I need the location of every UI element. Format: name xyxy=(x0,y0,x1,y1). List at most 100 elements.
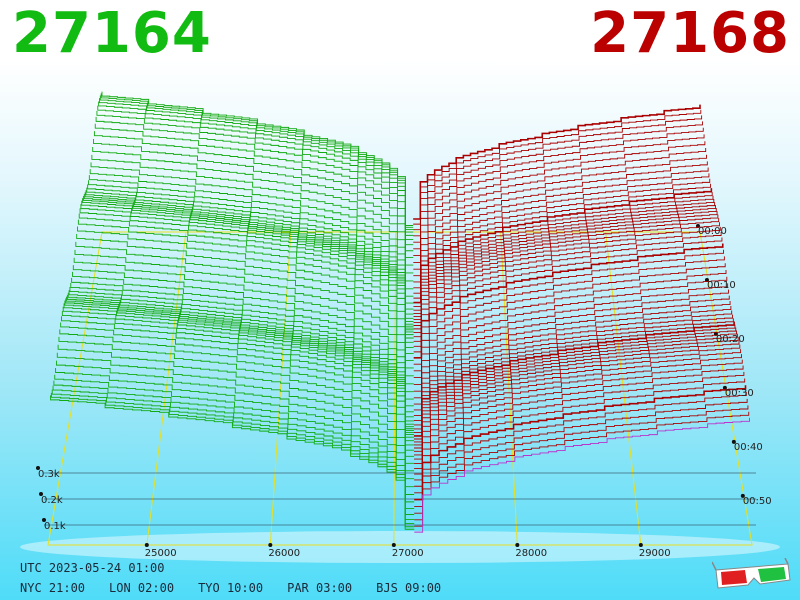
time-tick-marker xyxy=(704,277,709,282)
ask-depth-line xyxy=(413,205,716,320)
price-gridline xyxy=(146,231,187,546)
ask-price: 27168 xyxy=(590,1,790,66)
ask-depth-line xyxy=(414,371,745,487)
ask-depth-line xyxy=(413,222,720,338)
x-tick-label: 28000 xyxy=(515,548,547,559)
ask-depth-line xyxy=(414,417,751,533)
ask-depth-line xyxy=(413,134,705,250)
ask-depth-line xyxy=(413,314,733,430)
bid-depth-line xyxy=(89,169,414,304)
zone-nyc: NYC 21:00 xyxy=(20,581,86,595)
ask-depth-line xyxy=(414,333,738,449)
ask-depth-line xyxy=(413,188,713,304)
ask-depth-line xyxy=(413,324,736,440)
time-tick-label: 00:20 xyxy=(716,334,745,345)
ask-depth-line xyxy=(413,276,728,392)
ask-depth-line xyxy=(414,340,740,456)
bid-depth-line xyxy=(75,241,414,377)
bid-depth-line xyxy=(93,139,414,274)
bid-depth-lines xyxy=(50,91,415,530)
ask-depth-line xyxy=(413,109,702,225)
ask-depth-line xyxy=(413,283,729,399)
ask-depth-line xyxy=(414,378,746,494)
bid-depth-line xyxy=(92,147,414,282)
bid-depth-line xyxy=(50,395,415,530)
time-tick-label: 00:30 xyxy=(725,388,754,399)
x-tick-marker xyxy=(638,543,643,547)
price-gridline xyxy=(269,231,292,546)
bid-depth-line xyxy=(76,234,414,369)
ask-depth-line xyxy=(413,127,704,243)
bid-depth-line xyxy=(95,116,414,252)
bid-depth-line xyxy=(53,380,415,515)
ask-depth-line xyxy=(413,183,712,299)
x-tick-label: 26000 xyxy=(268,548,300,559)
bid-depth-line xyxy=(56,352,415,488)
time-tick-label: 00:10 xyxy=(707,280,736,291)
x-tick-marker xyxy=(144,543,149,547)
ask-depth-line xyxy=(413,249,725,365)
ask-depth-line xyxy=(413,161,708,277)
bid-depth-line xyxy=(97,105,414,241)
bid-depth-line xyxy=(88,175,414,310)
price-gridline xyxy=(393,231,397,546)
bid-depth-line xyxy=(57,344,415,480)
ask-depth-line xyxy=(413,327,737,443)
ask-depth-line xyxy=(414,392,747,507)
ask-depth-line xyxy=(413,243,724,359)
x-tick-label: 25000 xyxy=(145,548,177,559)
bid-depth-line xyxy=(77,219,414,354)
ask-depth-line xyxy=(414,365,744,481)
depth-tick-label: 0.1k xyxy=(44,521,66,532)
ask-depth-line xyxy=(413,121,703,237)
x-tick-marker xyxy=(391,543,396,547)
ask-depth-line xyxy=(413,321,735,437)
3d-glasses-icon[interactable] xyxy=(712,558,792,592)
ask-depth-line xyxy=(413,104,701,220)
bid-depth-line xyxy=(60,322,415,457)
ask-depth-line xyxy=(414,398,748,514)
zone-par: PAR 03:00 xyxy=(287,581,353,595)
time-tick-label: 00:50 xyxy=(743,496,772,507)
utc-time: UTC 2023-05-24 01:00 xyxy=(20,561,165,575)
depth-tick-marker xyxy=(36,466,40,470)
price-gridline xyxy=(605,231,642,546)
ask-depth-line xyxy=(414,359,743,475)
ask-depth-line xyxy=(413,237,723,353)
bid-depth-line xyxy=(55,367,415,503)
ask-depth-line xyxy=(413,199,715,314)
ask-depth-line xyxy=(413,310,733,426)
zone-lon: LON 02:00 xyxy=(109,581,175,595)
floor-glow xyxy=(20,531,780,563)
depth-tick-marker xyxy=(39,492,43,496)
x-tick-marker xyxy=(268,543,273,547)
ask-depth-line xyxy=(413,148,707,263)
bid-depth-line xyxy=(78,213,414,348)
ask-depth-line xyxy=(414,385,747,501)
ask-depth-line xyxy=(413,214,719,330)
bid-depth-line xyxy=(61,311,415,446)
ask-depth-line xyxy=(413,141,706,257)
bid-depth-line xyxy=(58,336,415,472)
zone-tyo: TYO 10:00 xyxy=(198,581,264,595)
ask-depth-line xyxy=(413,207,717,323)
x-tick-label: 27000 xyxy=(392,548,424,559)
bid-depth-line xyxy=(91,154,414,290)
x-tick-label: 29000 xyxy=(639,548,671,559)
ask-depth-line xyxy=(413,295,730,411)
time-tick-label: 00:40 xyxy=(734,442,763,453)
depth-tick-marker xyxy=(42,518,46,522)
ask-depth-line xyxy=(413,226,721,342)
ask-depth-lines xyxy=(413,104,751,533)
ask-depth-line xyxy=(413,211,718,326)
time-tick-marker xyxy=(740,493,745,498)
ask-depth-line xyxy=(413,318,734,434)
ask-depth-line xyxy=(413,178,711,294)
time-tick-marker xyxy=(731,439,736,444)
ask-depth-line xyxy=(414,405,749,521)
ask-depth-line xyxy=(413,263,726,379)
ask-depth-line xyxy=(413,306,732,421)
ask-depth-line xyxy=(413,192,713,308)
bid-depth-line xyxy=(61,316,415,451)
